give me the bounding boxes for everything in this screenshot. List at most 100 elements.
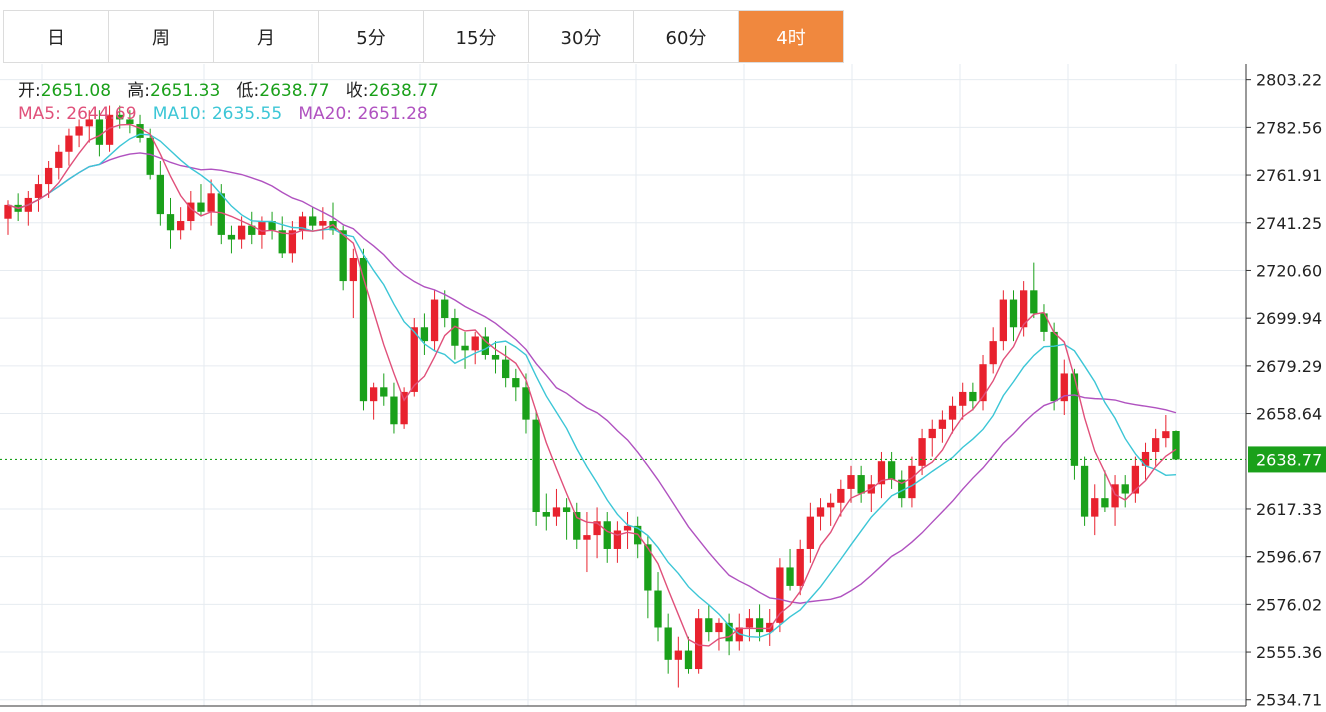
ma10-value: 2635.55 (211, 104, 283, 124)
candle-body (410, 327, 418, 392)
candle-body (654, 590, 662, 628)
ma20-label: MA20: (298, 104, 353, 124)
candle-body (796, 548, 804, 586)
candle-body (400, 391, 408, 425)
high-value: 2651.33 (150, 81, 221, 101)
ma20-line (7, 152, 1177, 604)
candle-body (207, 193, 215, 212)
tab-month[interactable]: 月 (214, 11, 319, 62)
candle-body (95, 119, 104, 145)
candle-body (989, 341, 997, 365)
ohlc-readout: 开:2651.08 高:2651.33 低:2638.77 收:2638.77 (18, 76, 439, 101)
candle-body (227, 234, 236, 240)
candle-body (623, 525, 632, 531)
y-tick-label: 2741.25 (1256, 214, 1322, 233)
candle-body (522, 387, 530, 420)
candlestick-chart[interactable]: 2803.22 2782.56 2761.91 2741.25 2720.60 2699.… (0, 64, 1326, 710)
y-tick-label: 2596.67 (1256, 548, 1322, 567)
candle-body (613, 530, 622, 549)
y-tick-label: 2555.36 (1256, 643, 1322, 662)
candle-body (745, 618, 754, 628)
candle-body (959, 391, 967, 406)
candle-body (380, 387, 388, 397)
tab-4hour[interactable]: 4时 (739, 11, 844, 62)
y-tick-label: 2658.64 (1256, 405, 1322, 424)
candle-body (755, 618, 764, 633)
candle-body (512, 378, 520, 388)
candle-body (390, 396, 398, 425)
ma-readout: MA5: 2644.69 MA10: 2635.55 MA20: 2651.28 (18, 104, 428, 124)
tab-15min[interactable]: 15分 (424, 11, 529, 62)
candle-body (705, 618, 713, 633)
candle-body (369, 387, 378, 402)
last-price-badge (1248, 446, 1326, 473)
y-tick-label: 2720.60 (1256, 261, 1322, 280)
tab-60min[interactable]: 60分 (634, 11, 739, 62)
candle-body (1080, 465, 1089, 517)
candle-body (776, 567, 784, 623)
candle-body (1030, 290, 1038, 314)
candle-body (1152, 438, 1160, 452)
candle-body (502, 359, 510, 379)
candle-body (309, 216, 317, 226)
candle-body (1091, 498, 1099, 517)
candle-body (603, 521, 611, 549)
candle-body (461, 345, 469, 351)
candle-body (908, 465, 916, 499)
candle-body (969, 391, 977, 402)
candle-body (877, 461, 886, 485)
open-value: 2651.08 (40, 81, 112, 101)
candle-body (694, 618, 703, 670)
candle-body (644, 544, 652, 591)
candle-body (1040, 313, 1048, 332)
tab-30min[interactable]: 30分 (529, 11, 634, 62)
candle-body (359, 257, 368, 402)
candle-body (288, 230, 297, 254)
candle-body (786, 567, 794, 586)
candle-body (1060, 373, 1068, 402)
candle-body (1101, 498, 1109, 508)
candle-body (674, 650, 682, 660)
ma5-line (7, 123, 1177, 647)
candle-body (806, 516, 815, 549)
tab-day[interactable]: 日 (4, 11, 109, 62)
candle-body (156, 174, 165, 215)
candle-body (166, 214, 175, 231)
high-label: 高: (127, 81, 150, 101)
low-value: 2638.77 (259, 81, 330, 101)
candle-body (715, 622, 723, 633)
candle-body (65, 135, 73, 152)
last-price-label: 2638.77 (1256, 450, 1322, 469)
tab-week[interactable]: 周 (109, 11, 214, 62)
candle-body (552, 507, 561, 517)
candle-body (837, 488, 845, 503)
candle-body (1111, 484, 1119, 508)
candle-body (146, 137, 154, 175)
candle-body (75, 126, 83, 136)
y-tick-label: 2679.29 (1256, 357, 1322, 376)
candle-body (34, 184, 43, 198)
low-label: 低: (236, 81, 260, 101)
candle-body (481, 336, 490, 355)
candle-body (532, 419, 540, 513)
candle-body (197, 202, 205, 212)
candle-body (857, 475, 865, 494)
candle-body (725, 622, 733, 642)
candle-body (887, 461, 896, 480)
open-label: 开: (18, 81, 41, 101)
candle-body (918, 438, 926, 466)
candle-body (278, 230, 286, 254)
candle-body (542, 512, 550, 517)
candle-body (339, 230, 347, 282)
candle-body (319, 221, 327, 226)
candle-body (999, 299, 1007, 342)
candle-body (816, 507, 825, 517)
candle-body (44, 167, 53, 185)
candle-body (1070, 373, 1079, 466)
candle-body (1121, 484, 1129, 494)
candle-body (430, 299, 439, 342)
chart-canvas: 2803.22 2782.56 2761.91 2741.25 2720.60 2699.… (0, 64, 1326, 710)
candle-body (1009, 299, 1018, 328)
candle-body (116, 114, 124, 120)
tab-5min[interactable]: 5分 (319, 11, 424, 62)
